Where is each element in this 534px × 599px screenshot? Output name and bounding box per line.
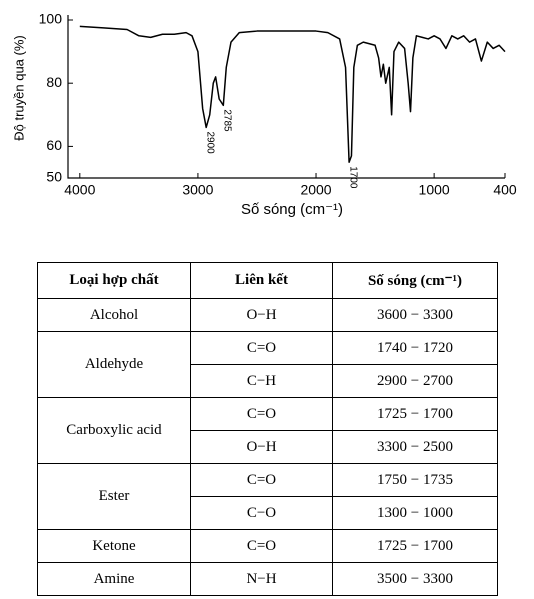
table-row: Amine N−H 3500 − 3300: [37, 562, 498, 596]
spectrum-line: [79, 25, 506, 163]
compound-cell: Amine: [37, 562, 191, 596]
range-cell: 3500 − 3300: [332, 562, 498, 596]
header-cell: Loại hợp chất: [37, 262, 191, 299]
table-row: Aldehyde C=O 1740 − 1720: [37, 331, 498, 398]
bond-cell: C=O: [190, 463, 333, 497]
x-axis-label: Số sóng (cm⁻¹): [241, 201, 343, 218]
x-tick-label: 4000: [64, 182, 95, 198]
range-cell: 1725 − 1700: [332, 397, 498, 431]
bond-cell: N−H: [190, 562, 333, 596]
x-tick-label: 3000: [182, 182, 213, 198]
table-row: Carboxylic acid C=O 1725 − 1700: [37, 397, 498, 464]
y-tick-label: 100: [39, 11, 63, 27]
y-tick-label: 50: [46, 169, 62, 185]
bond-cell: O−H: [190, 430, 333, 464]
x-tick-label: 2000: [300, 182, 331, 198]
bond-cell: C=O: [190, 529, 333, 563]
compound-cell: Alcohol: [37, 298, 191, 332]
annotation: 2785: [222, 109, 233, 132]
compound-cell: Ketone: [37, 529, 191, 563]
compound-cell: Carboxylic acid: [37, 397, 191, 464]
header-row: Loại hợp chất Liên kết Số sóng (cm⁻¹): [37, 262, 498, 299]
range-cell: 3300 − 2500: [332, 430, 498, 464]
table-body: Alcohol O−H 3600 − 3300 Aldehyde C=O 1740 − 1…: [37, 298, 498, 596]
x-tick-label: 400: [493, 182, 517, 198]
table-row: Alcohol O−H 3600 − 3300: [37, 298, 498, 332]
range-cell: 1300 − 1000: [332, 496, 498, 530]
range-cell: 2900 − 2700: [332, 364, 498, 398]
annotation: 2900: [205, 131, 216, 154]
bond-cell: C−O: [190, 496, 333, 530]
compound-cell: Ester: [37, 463, 191, 530]
bond-cell: O−H: [190, 298, 333, 332]
compound-cell: Aldehyde: [37, 331, 191, 398]
y-axis-label: Độ truyền qua (%): [11, 35, 26, 141]
bond-cell: C=O: [190, 331, 333, 365]
y-tick-label: 80: [46, 74, 62, 90]
x-tick-label: 1000: [419, 182, 450, 198]
bond-cell: C=O: [190, 397, 333, 431]
header-cell: Liên kết: [190, 262, 333, 299]
range-cell: 1740 − 1720: [332, 331, 498, 365]
range-cell: 3600 − 3300: [332, 298, 498, 332]
chart: Số sóng (cm⁻¹) Độ truyền qua (%) 100 80 60…: [11, 11, 517, 218]
header-cell: Số sóng (cm⁻¹): [332, 262, 498, 299]
range-cell: 1725 − 1700: [332, 529, 498, 563]
table: Loại hợp chất Liên kết Số sóng (cm⁻¹) Alco…: [37, 262, 498, 596]
annotation: 1700: [347, 166, 358, 189]
bond-cell: C−H: [190, 364, 333, 398]
table-row: Ester C=O 1750 − 1735: [37, 463, 498, 530]
table-row: Ketone C=O 1725 − 1700: [37, 529, 498, 563]
range-cell: 1750 − 1735: [332, 463, 498, 497]
table-row: C−H 2900 − 2700: [38, 364, 498, 398]
y-tick-label: 60: [46, 137, 62, 153]
